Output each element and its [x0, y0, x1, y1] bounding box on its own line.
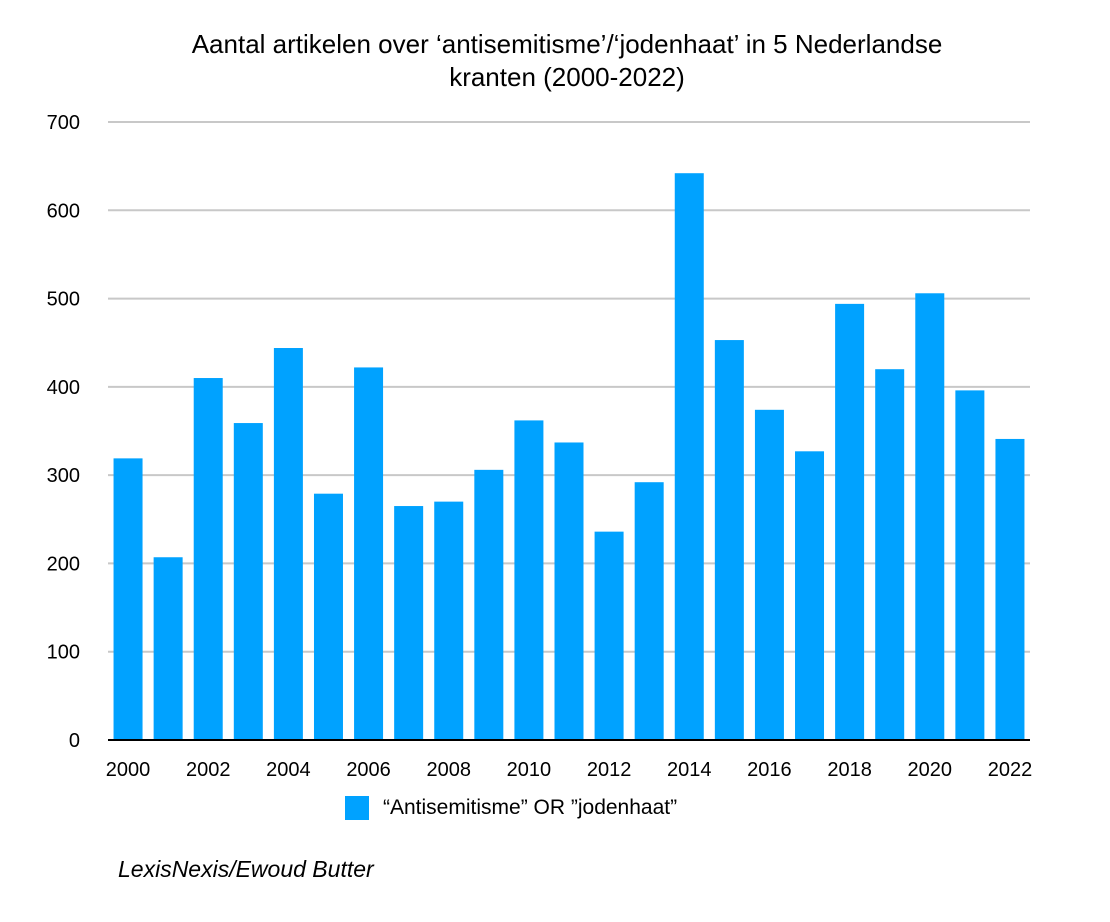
y-tick-label: 100	[47, 642, 80, 664]
bar-2013	[634, 482, 664, 740]
x-tick-label: 2002	[186, 759, 231, 781]
y-tick-label: 600	[47, 200, 80, 222]
bar-2009	[474, 469, 504, 740]
bar-2017	[795, 451, 825, 740]
bar-2022	[995, 438, 1025, 740]
x-tick-label: 2020	[908, 759, 953, 781]
chart-title-line1: Aantal artikelen over ‘antisemitisme’/‘j…	[191, 29, 943, 59]
x-tick-label: 2012	[587, 759, 632, 781]
x-tick-label: 2016	[747, 759, 792, 781]
x-tick-label: 2008	[426, 759, 471, 781]
x-tick-label: 2022	[988, 759, 1033, 781]
bar-2007	[394, 506, 424, 740]
bar-2001	[153, 557, 183, 740]
bar-2021	[955, 390, 985, 740]
x-tick-label: 2004	[266, 759, 311, 781]
x-tick-label: 2000	[106, 759, 151, 781]
y-tick-label: 400	[47, 377, 80, 399]
chart-title-line2: kranten (2000-2022)	[449, 62, 685, 92]
bar-2020	[915, 293, 945, 740]
bar-2008	[434, 501, 464, 740]
bar-2019	[875, 369, 905, 740]
legend: “Antisemitisme” OR ”jodenhaat”	[345, 796, 677, 820]
bar-2003	[233, 423, 263, 740]
x-tick-label: 2014	[667, 759, 712, 781]
y-tick-label: 500	[47, 289, 80, 311]
bar-2005	[313, 493, 343, 740]
bar-2010	[514, 420, 544, 740]
y-tick-label: 300	[47, 465, 80, 487]
legend-swatch	[345, 796, 369, 820]
bar-2002	[193, 378, 223, 740]
x-tick-label: 2010	[507, 759, 552, 781]
x-tick-label: 2006	[346, 759, 391, 781]
bar-2016	[754, 409, 784, 740]
source-note: LexisNexis/Ewoud Butter	[118, 856, 374, 882]
bar-2004	[273, 348, 303, 740]
bar-2014	[674, 173, 704, 741]
legend-label: “Antisemitisme” OR ”jodenhaat”	[383, 796, 678, 819]
bar-2011	[554, 442, 584, 740]
x-tick-label: 2018	[827, 759, 872, 781]
bar-2015	[714, 340, 744, 740]
bar-2006	[354, 367, 384, 740]
y-tick-label: 700	[47, 112, 80, 134]
bar-2012	[594, 531, 624, 740]
bar-2018	[835, 303, 865, 740]
bar-2000	[113, 458, 143, 740]
chart-title: Aantal artikelen over ‘antisemitisme’/‘j…	[0, 28, 1110, 94]
y-tick-label: 200	[47, 553, 80, 575]
y-tick-label: 0	[69, 730, 80, 752]
